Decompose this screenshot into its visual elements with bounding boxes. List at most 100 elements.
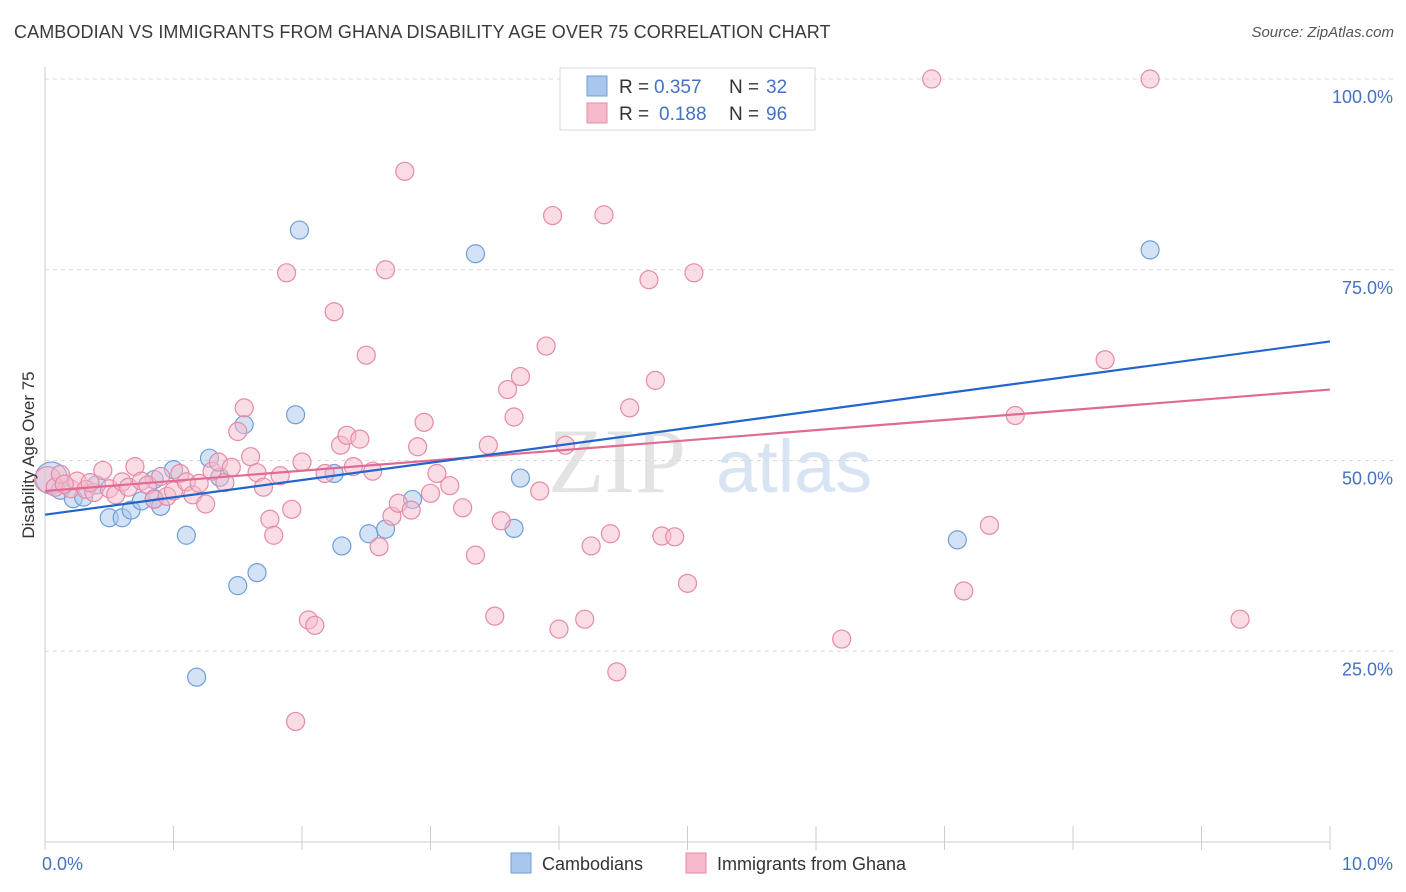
ghana-point	[408, 437, 428, 457]
ghana-point	[315, 463, 335, 484]
legend-swatch-ghana	[586, 102, 608, 124]
chart-source: Source: ZipAtlas.com	[1251, 24, 1394, 41]
ghana-point	[369, 537, 389, 557]
ghana-point	[575, 609, 595, 629]
y-axis-title: Disability Age Over 75	[19, 371, 38, 538]
legend-r-label-1: R =	[619, 77, 649, 98]
ghana-point	[427, 463, 447, 484]
trend-lines	[44, 340, 1331, 516]
ghana-point	[350, 429, 370, 449]
ghana-point	[420, 483, 441, 503]
axes	[44, 67, 1331, 850]
ghana-point	[832, 629, 852, 649]
ghana-point	[954, 581, 974, 601]
ghana-points	[33, 69, 1250, 732]
ghana-point	[241, 447, 261, 467]
ghana-point	[465, 545, 486, 565]
ghana-point	[228, 421, 248, 442]
ghana-point	[581, 536, 601, 556]
legend-n-value-1: 32	[766, 77, 787, 98]
legend-n-label-2: N =	[729, 104, 759, 125]
y-tick-label: 75.0%	[1342, 278, 1393, 298]
ghana-point	[285, 711, 306, 732]
x-tick-label: 0.0%	[42, 854, 83, 874]
cambodian-point	[187, 667, 207, 687]
watermark-atlas: atlas	[716, 425, 872, 508]
ghana-point	[395, 161, 415, 181]
cambodian-point	[510, 468, 531, 488]
legend-n-value-2: 96	[766, 104, 787, 125]
ghana-point	[1230, 609, 1250, 629]
x-tick-label: 10.0%	[1342, 854, 1393, 874]
cambodian-point	[228, 576, 248, 596]
ghana-point	[282, 499, 302, 519]
cambodian-point	[289, 220, 310, 240]
ghana-trend-line	[44, 388, 1331, 493]
bottom-legend-ghana: Immigrants from Ghana	[717, 854, 907, 874]
ghana-point	[491, 511, 511, 531]
legend-n-label-1: N =	[729, 77, 759, 98]
legend-r-label-2: R =	[619, 104, 649, 125]
ghana-point	[1095, 350, 1115, 370]
ghana-point	[607, 662, 627, 682]
ghana-point	[1140, 69, 1160, 89]
cambodian-point	[285, 405, 306, 425]
chart-title: CAMBODIAN VS IMMIGRANTS FROM GHANA DISAB…	[14, 22, 831, 42]
ghana-point	[665, 527, 685, 547]
ghana-point	[530, 481, 550, 501]
ghana-point	[979, 515, 1000, 535]
ghana-point	[324, 302, 344, 322]
ghana-point	[276, 263, 297, 283]
ghana-point	[375, 260, 396, 280]
bottom-legend-swatch-cambodians	[510, 852, 532, 874]
ghana-point	[292, 452, 312, 472]
ghana-point	[645, 370, 665, 390]
cambodian-point	[332, 536, 352, 556]
ghana-point	[922, 69, 942, 89]
axis-labels: 25.0% 50.0% 75.0% 100.0% 0.0% 10.0%	[42, 87, 1393, 874]
legend-swatch-cambodians	[586, 75, 608, 97]
ghana-point	[594, 205, 614, 225]
series-legend: Cambodians Immigrants from Ghana	[510, 852, 907, 874]
legend-r-value-2: 0.188	[659, 104, 707, 125]
y-tick-label: 50.0%	[1342, 469, 1393, 489]
ghana-point	[677, 573, 698, 593]
ghana-point	[264, 525, 284, 545]
ghana-point	[498, 379, 518, 400]
ghana-point	[356, 345, 376, 365]
ghana-point	[401, 500, 421, 520]
ghana-point	[684, 263, 704, 283]
bottom-legend-swatch-ghana	[685, 852, 707, 874]
ghana-point	[485, 606, 505, 626]
cambodian-point	[947, 530, 967, 550]
ghana-point	[453, 498, 473, 518]
ghana-point	[536, 336, 556, 356]
cambodian-point	[465, 244, 486, 264]
ghana-point	[440, 476, 460, 496]
ghana-point	[549, 619, 569, 639]
ghana-point	[260, 509, 280, 529]
ghana-point	[221, 457, 241, 477]
ghana-point	[478, 435, 498, 455]
ghana-point	[414, 412, 434, 432]
ghana-point	[600, 524, 621, 544]
cambodian-point	[247, 563, 267, 583]
cambodian-point	[1140, 240, 1160, 260]
legend-r-value-1: 0.357	[654, 77, 702, 98]
ghana-point	[234, 398, 254, 418]
ghana-point	[93, 460, 113, 481]
ghana-point	[253, 477, 274, 497]
ghana-point	[305, 615, 325, 635]
ghana-point	[196, 494, 216, 514]
ghana-point	[542, 205, 563, 226]
ghana-point	[620, 398, 640, 418]
y-tick-label: 100.0%	[1332, 87, 1393, 107]
ghana-point	[639, 270, 659, 290]
ghana-point	[504, 407, 524, 427]
cambodian-trend-line	[44, 340, 1331, 516]
gridlines	[45, 78, 1393, 652]
ghana-point	[510, 366, 531, 387]
cambodian-point	[176, 525, 196, 545]
correlation-legend: R = 0.357 N = 32 R = 0.188 N = 96	[559, 67, 816, 131]
